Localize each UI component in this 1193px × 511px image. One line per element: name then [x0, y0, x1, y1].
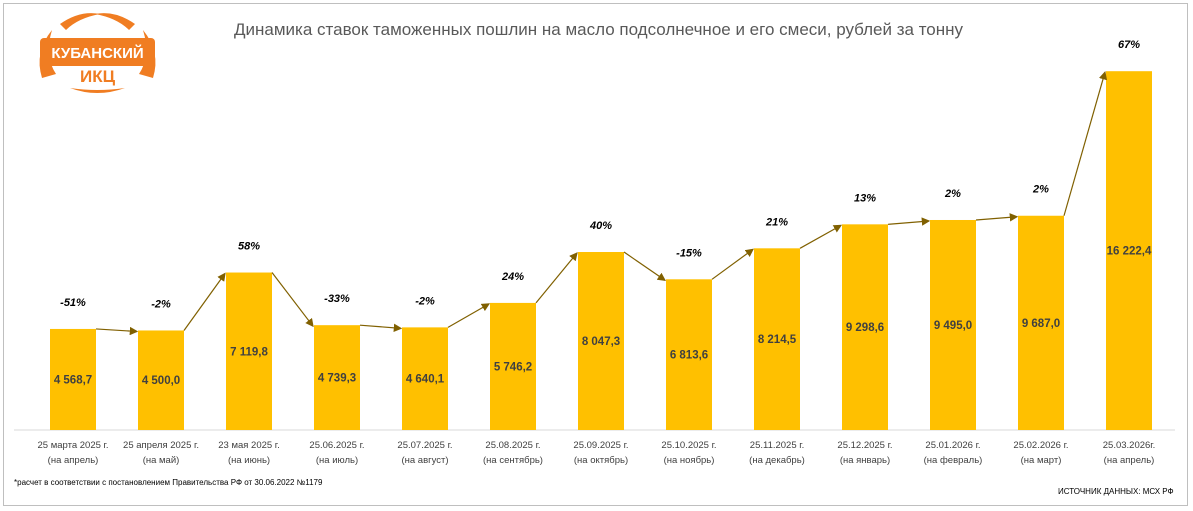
change-label-13: 67%	[1118, 39, 1140, 51]
x-tick-sublabel-9: (на декабрь)	[749, 455, 805, 466]
value-label-8: 6 813,6	[670, 350, 708, 362]
kuban-ikc-logo: КУБАНСКИЙ ИКЦ	[39, 13, 156, 93]
x-tick-sublabel-7: (на октябрь)	[574, 455, 628, 466]
value-label-11: 9 495,0	[934, 320, 972, 332]
x-tick-label-10: 25.12.2025 г.	[837, 440, 892, 451]
value-label-10: 9 298,6	[846, 322, 884, 334]
x-tick-sublabel-2: (на май)	[143, 455, 180, 466]
bar-5	[402, 327, 448, 430]
connector-3	[271, 272, 314, 328]
x-tick-label-6: 25.08.2025 г.	[485, 440, 540, 451]
connector-10	[887, 217, 931, 226]
change-label-8: -15%	[676, 247, 702, 259]
change-label-12: 2%	[1032, 184, 1049, 196]
chart-title: Динамика ставок таможенных пошлин на мас…	[234, 20, 964, 39]
bar-2	[138, 330, 184, 430]
change-label-2: -2%	[151, 298, 171, 310]
value-label-7: 8 047,3	[582, 336, 620, 348]
bar-7	[578, 252, 624, 430]
bar-10	[842, 224, 888, 430]
x-tick-label-9: 25.11.2025 г.	[750, 440, 804, 451]
connector-1	[95, 326, 139, 336]
bar-12	[1018, 215, 1064, 430]
change-label-9: 21%	[765, 216, 788, 228]
x-tick-label-7: 25.09.2025 г.	[573, 440, 628, 451]
x-tick-label-11: 25.01.2026 г.	[925, 440, 980, 451]
change-label-7: 40%	[589, 220, 612, 232]
value-label-5: 4 640,1	[406, 374, 445, 386]
x-tick-label-4: 25.06.2025 г.	[309, 440, 364, 451]
x-tick-sublabel-3: (на июнь)	[228, 455, 270, 466]
x-tick-label-1: 25 марта 2025 г.	[38, 440, 109, 451]
bar-9	[754, 248, 800, 430]
connector-6	[535, 252, 578, 304]
value-label-3: 7 119,8	[230, 346, 268, 358]
bar-6	[490, 302, 536, 430]
bar-1	[50, 328, 96, 430]
x-tick-label-3: 23 мая 2025 г.	[218, 440, 280, 451]
change-label-3: 58%	[238, 241, 260, 253]
bar-11	[930, 219, 976, 430]
x-tick-sublabel-5: (на август)	[401, 455, 448, 466]
x-tick-sublabel-6: (на сентябрь)	[483, 455, 543, 466]
bar-4	[314, 325, 360, 430]
value-label-2: 4 500,0	[142, 375, 180, 387]
change-label-4: -33%	[324, 293, 350, 305]
bar-13	[1106, 71, 1152, 431]
connector-11	[975, 213, 1019, 222]
x-tick-sublabel-8: (на ноябрь)	[664, 455, 715, 466]
x-tick-label-2: 25 апреля 2025 г.	[123, 440, 199, 451]
change-label-5: -2%	[415, 295, 435, 307]
value-label-12: 9 687,0	[1022, 318, 1060, 330]
value-label-9: 8 214,5	[758, 334, 797, 346]
value-label-13: 16 222,4	[1107, 246, 1152, 258]
data-source: ИСТОЧНИК ДАННЫХ: МСХ РФ	[1058, 487, 1174, 496]
logo-line1: КУБАНСКИЙ	[51, 44, 143, 62]
x-tick-sublabel-11: (на февраль)	[924, 455, 983, 466]
x-tick-label-12: 25.02.2026 г.	[1013, 440, 1068, 451]
bar-8	[666, 279, 712, 430]
change-label-11: 2%	[944, 188, 961, 200]
logo-line2: ИКЦ	[80, 67, 116, 86]
change-label-6: 24%	[501, 271, 524, 283]
value-label-1: 4 568,7	[54, 374, 92, 386]
x-tick-sublabel-4: (на июль)	[316, 455, 358, 466]
value-label-6: 5 746,2	[494, 361, 532, 373]
x-tick-label-8: 25.10.2025 г.	[661, 440, 716, 451]
x-tick-sublabel-12: (на март)	[1021, 455, 1062, 466]
x-tick-sublabel-13: (на апрель)	[1104, 455, 1155, 466]
change-label-1: -51%	[60, 297, 86, 309]
connector-7	[623, 251, 666, 281]
connector-4	[359, 323, 403, 333]
connector-5	[447, 303, 491, 328]
chart-frame	[3, 3, 1188, 506]
value-label-4: 4 739,3	[318, 373, 356, 385]
change-label-10: 13%	[854, 192, 876, 204]
x-tick-label-13: 25.03.2026г.	[1103, 440, 1156, 451]
x-tick-sublabel-1: (на апрель)	[48, 455, 99, 466]
connector-2	[183, 272, 226, 331]
footnote: *расчет в соответствии с постановлением …	[14, 478, 323, 487]
x-tick-label-5: 25.07.2025 г.	[397, 440, 452, 451]
connector-8	[711, 248, 754, 280]
bar-3	[226, 272, 272, 430]
connector-9	[799, 224, 843, 249]
connector-12	[1063, 71, 1108, 216]
x-tick-sublabel-10: (на январь)	[840, 455, 890, 466]
